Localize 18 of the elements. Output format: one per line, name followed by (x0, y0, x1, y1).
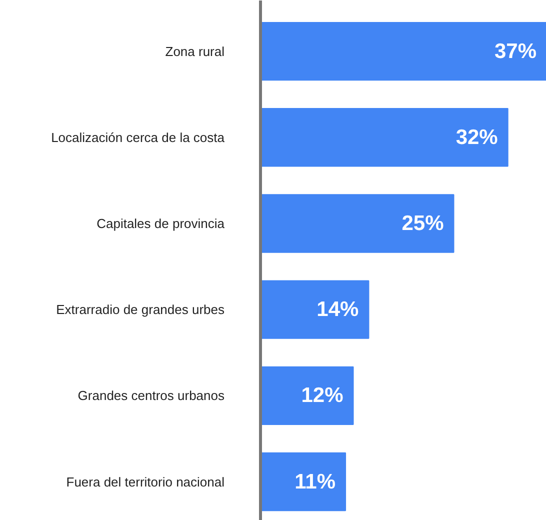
data-label: 32% (456, 126, 498, 149)
y-tick-label: Zona rural (165, 44, 225, 59)
bar (260, 366, 354, 426)
data-label: 37% (494, 40, 537, 63)
bar (260, 108, 508, 167)
y-tick-label: Grandes centros urbanos (78, 388, 225, 404)
bar (260, 22, 546, 81)
data-label: 25% (402, 212, 444, 235)
bar (260, 194, 454, 253)
data-label: 11% (294, 470, 336, 494)
bar (260, 452, 346, 512)
y-tick-label: Extrarradio de grandes urbes (56, 302, 225, 318)
y-tick-label: Localización cerca de la costa (51, 130, 226, 145)
y-tick-label: Fuera del territorio nacional (66, 474, 225, 490)
y-tick-label: Capitales de provincia (96, 216, 226, 231)
data-label: 14% (316, 298, 360, 322)
data-label: 12% (301, 384, 344, 408)
bar (260, 280, 370, 339)
